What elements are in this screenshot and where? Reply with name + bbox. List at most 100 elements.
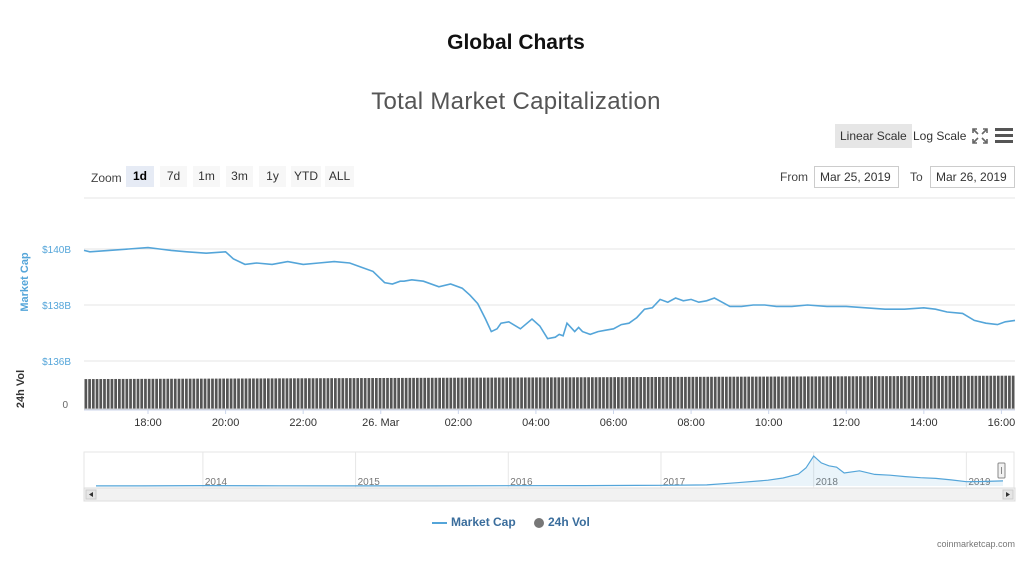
volume-bar — [199, 378, 203, 409]
volume-bar — [788, 376, 792, 409]
fullscreen-icon[interactable] — [972, 128, 988, 144]
volume-bar — [378, 378, 382, 409]
volume-bar — [661, 376, 665, 409]
volume-bar — [657, 376, 661, 409]
volume-bar — [710, 376, 713, 409]
navigator-scrollbar[interactable] — [83, 487, 1016, 502]
navigator-box[interactable] — [83, 451, 1015, 489]
volume-bar — [952, 375, 955, 409]
from-date-input[interactable]: Mar 25, 2019 — [814, 166, 899, 188]
menu-icon[interactable] — [995, 128, 1013, 144]
volume-bar — [967, 375, 970, 409]
volume-bar — [88, 379, 91, 409]
volume-bar — [531, 377, 535, 409]
volume-bar — [676, 376, 680, 409]
volume-bar — [505, 377, 509, 409]
volume-bar — [728, 376, 732, 409]
volume-bar — [509, 377, 512, 409]
volume-bar — [907, 376, 911, 409]
volume-bar — [553, 377, 557, 409]
page-heading: Global Charts — [447, 31, 585, 54]
volume-bar — [836, 376, 840, 409]
navigator-year-label: 2019 — [968, 477, 991, 488]
zoom-1d-button[interactable]: 1d — [126, 166, 154, 187]
volume-bar — [806, 376, 810, 409]
volume-bar — [613, 377, 617, 409]
credit-link[interactable]: coinmarketcap.com — [936, 539, 1015, 549]
volume-bar — [859, 376, 862, 409]
volume-bar — [427, 377, 430, 409]
volume-bar — [803, 376, 806, 409]
volume-bar — [144, 378, 147, 409]
volume-bar — [337, 378, 341, 409]
volume-bar — [240, 378, 244, 409]
volume-bar — [363, 378, 367, 409]
volume-bar — [929, 375, 933, 409]
log-scale-button[interactable]: Log Scale — [913, 129, 967, 143]
volume-bar — [434, 377, 438, 409]
volume-bar — [751, 376, 754, 409]
volume-bar — [609, 377, 613, 409]
volume-bar — [948, 375, 952, 409]
volume-bar — [885, 376, 888, 409]
volume-bar — [765, 376, 769, 409]
zoom-1m-button[interactable]: 1m — [193, 166, 220, 187]
volume-bar — [963, 375, 967, 409]
legend-market-cap[interactable]: Market Cap — [432, 515, 516, 529]
legend-24h-vol[interactable]: 24h Vol — [534, 515, 590, 529]
volume-bar — [389, 377, 393, 409]
volume-bar — [639, 377, 643, 409]
volume-bar — [494, 377, 497, 409]
zoom-3m-button[interactable]: 3m — [226, 166, 253, 187]
volume-bar — [955, 375, 959, 409]
volume-bar — [118, 378, 121, 409]
volume-bar — [914, 376, 918, 409]
y-axis-label: Market Cap — [19, 252, 31, 312]
volume-bar — [903, 376, 907, 409]
volume-bar — [211, 378, 214, 409]
zoom-ytd-button[interactable]: YTD — [291, 166, 321, 187]
chart-title: Total Market Capitalization — [371, 88, 661, 115]
volume-bar — [266, 378, 270, 409]
zoom-7d-button[interactable]: 7d — [160, 166, 187, 187]
to-date-input[interactable]: Mar 26, 2019 — [930, 166, 1015, 188]
volume-bar — [419, 377, 423, 409]
x-tick-label: 12:00 — [832, 417, 860, 429]
volume-bar — [158, 378, 162, 409]
volume-bar — [825, 376, 829, 409]
zoom-1y-button[interactable]: 1y — [259, 166, 286, 187]
volume-bar — [829, 376, 833, 409]
volume-bar — [769, 376, 773, 409]
volume-bar — [892, 376, 896, 409]
volume-bar — [181, 378, 185, 409]
volume-bar — [713, 376, 717, 409]
volume-bar — [706, 376, 710, 409]
linear-scale-button[interactable]: Linear Scale — [835, 124, 912, 148]
x-tick-label: 04:00 — [522, 417, 550, 429]
volume-bar — [754, 376, 758, 409]
zoom-all-button[interactable]: ALL — [325, 166, 354, 187]
volume-bar — [717, 376, 721, 409]
x-tick-label: 06:00 — [600, 417, 628, 429]
volume-bar — [252, 378, 255, 409]
volume-bar — [933, 375, 937, 409]
market-cap-line[interactable] — [83, 246, 1016, 340]
x-tick-label: 16:00 — [988, 417, 1016, 429]
volume-bar — [911, 376, 914, 409]
volume-bar — [985, 375, 989, 409]
volume-bar — [739, 376, 743, 409]
volume-bar — [374, 378, 378, 409]
volume-bar — [568, 377, 572, 409]
volume-bar — [114, 378, 118, 409]
volume-bar — [617, 377, 620, 409]
volume-bar — [214, 378, 218, 409]
volume-bar — [576, 377, 579, 409]
volume-bar — [784, 376, 788, 409]
volume-bar — [84, 379, 88, 409]
to-label: To — [910, 170, 923, 184]
volume-bar — [646, 377, 650, 409]
volume-bar — [512, 377, 516, 409]
volume-bar — [285, 378, 289, 409]
volume-bar — [516, 377, 520, 409]
